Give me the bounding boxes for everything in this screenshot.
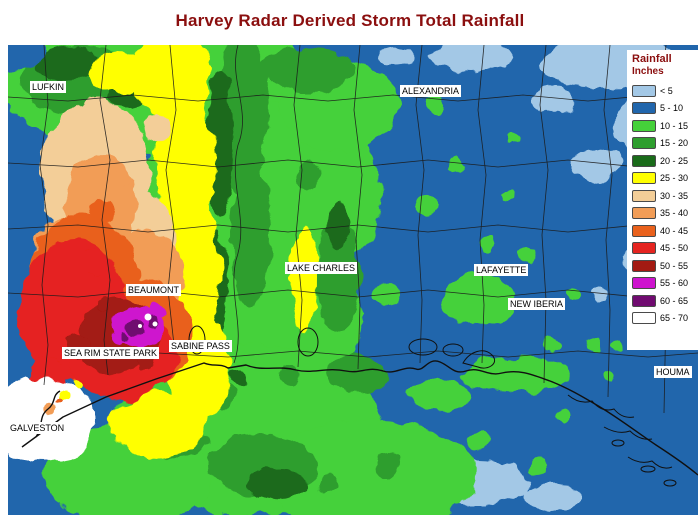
legend-label: 35 - 40 <box>660 208 689 219</box>
legend-swatch <box>632 294 656 307</box>
legend-item: 45 - 50 <box>632 240 698 258</box>
legend: Rainfall Inches < 5 5 - 10 10 - 15 15 - 20 2… <box>627 50 698 350</box>
legend-item: 55 - 60 <box>632 275 698 293</box>
legend-items: < 5 5 - 10 10 - 15 15 - 20 20 - 25 25 - 30 30 … <box>632 82 698 327</box>
legend-swatch <box>632 102 656 115</box>
legend-label: 10 - 15 <box>660 120 689 131</box>
map-canvas <box>0 15 700 525</box>
legend-item: 5 - 10 <box>632 100 698 118</box>
no-data-area <box>0 378 95 462</box>
legend-label: 5 - 10 <box>660 103 684 114</box>
legend-item: 10 - 15 <box>632 117 698 135</box>
legend-item: 15 - 20 <box>632 135 698 153</box>
legend-label: 55 - 60 <box>660 278 689 289</box>
rain-layer-65-70 <box>138 313 158 328</box>
legend-label: 15 - 20 <box>660 138 689 149</box>
legend-subtitle: Inches <box>632 66 664 77</box>
legend-item: < 5 <box>632 82 698 100</box>
legend-item: 35 - 40 <box>632 205 698 223</box>
legend-swatch <box>632 137 656 150</box>
legend-swatch <box>632 119 656 132</box>
legend-label: 40 - 45 <box>660 225 689 236</box>
legend-swatch <box>632 189 656 202</box>
legend-item: 50 - 55 <box>632 257 698 275</box>
legend-swatch <box>632 242 656 255</box>
map-title: Harvey Radar Derived Storm Total Rainfal… <box>175 11 525 30</box>
legend-label: 20 - 25 <box>660 155 689 166</box>
legend-swatch <box>632 172 656 185</box>
coastal-specks <box>45 378 81 415</box>
legend-label: < 5 <box>660 85 673 96</box>
lakes-and-bays <box>188 325 677 487</box>
legend-item: 30 - 35 <box>632 187 698 205</box>
legend-label: 30 - 35 <box>660 190 689 201</box>
legend-label: 50 - 55 <box>660 260 689 271</box>
legend-item: 20 - 25 <box>632 152 698 170</box>
legend-item: 65 - 70 <box>632 310 698 328</box>
rainfall-raster <box>0 15 700 525</box>
legend-item: 60 - 65 <box>632 292 698 310</box>
legend-title: Rainfall <box>632 53 672 65</box>
legend-swatch <box>632 277 656 290</box>
legend-swatch <box>632 154 656 167</box>
county-boundaries <box>7 44 699 414</box>
legend-swatch <box>632 207 656 220</box>
legend-label: 60 - 65 <box>660 295 689 306</box>
legend-label: 65 - 70 <box>660 313 689 324</box>
legend-swatch <box>632 84 656 97</box>
legend-item: 25 - 30 <box>632 170 698 188</box>
legend-label: 25 - 30 <box>660 173 689 184</box>
legend-swatch <box>632 312 656 325</box>
legend-item: 40 - 45 <box>632 222 698 240</box>
legend-swatch <box>632 224 656 237</box>
legend-label: 45 - 50 <box>660 243 689 254</box>
legend-swatch <box>632 259 656 272</box>
